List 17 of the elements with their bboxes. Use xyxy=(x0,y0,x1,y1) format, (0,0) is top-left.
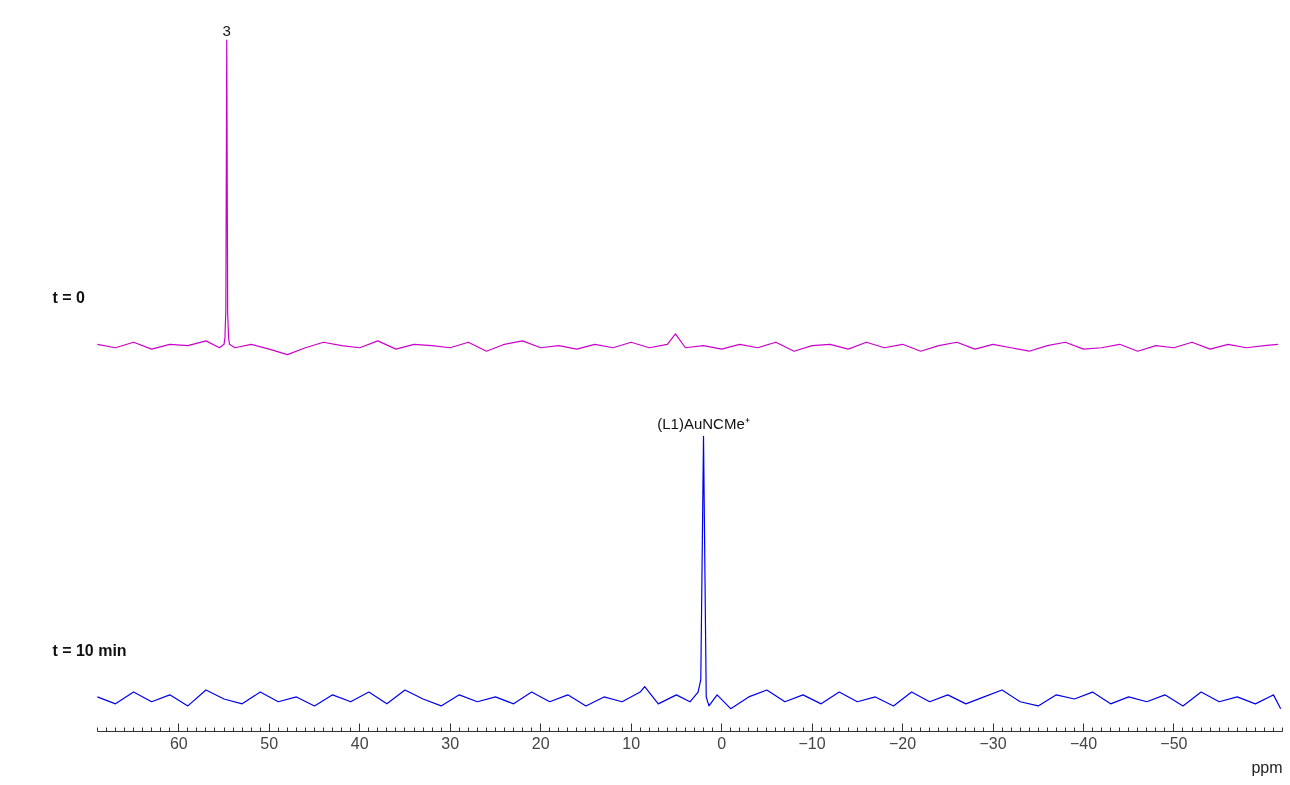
x-axis-title: ppm xyxy=(1251,758,1283,776)
x-tick-label: 10 xyxy=(622,734,641,752)
x-tick-label: 50 xyxy=(260,734,279,752)
x-tick-label: 60 xyxy=(169,734,188,752)
x-tick-label: −50 xyxy=(1160,734,1188,752)
x-tick-label: 30 xyxy=(441,734,460,752)
x-tick-label: −20 xyxy=(888,734,917,752)
x-tick-label: −30 xyxy=(979,734,1007,752)
x-tick-label: 40 xyxy=(350,734,369,752)
text: t = 10 min xyxy=(52,641,127,659)
x-tick-label: 0 xyxy=(717,734,727,752)
x-tick-label: −10 xyxy=(798,734,826,752)
x-tick-label: −40 xyxy=(1069,734,1098,752)
x-tick-label: 20 xyxy=(531,734,550,752)
annotation: (L1)AuNCMe⁺ xyxy=(657,415,750,433)
text: t = 0 xyxy=(52,289,85,307)
annotation: 3 xyxy=(222,22,231,40)
